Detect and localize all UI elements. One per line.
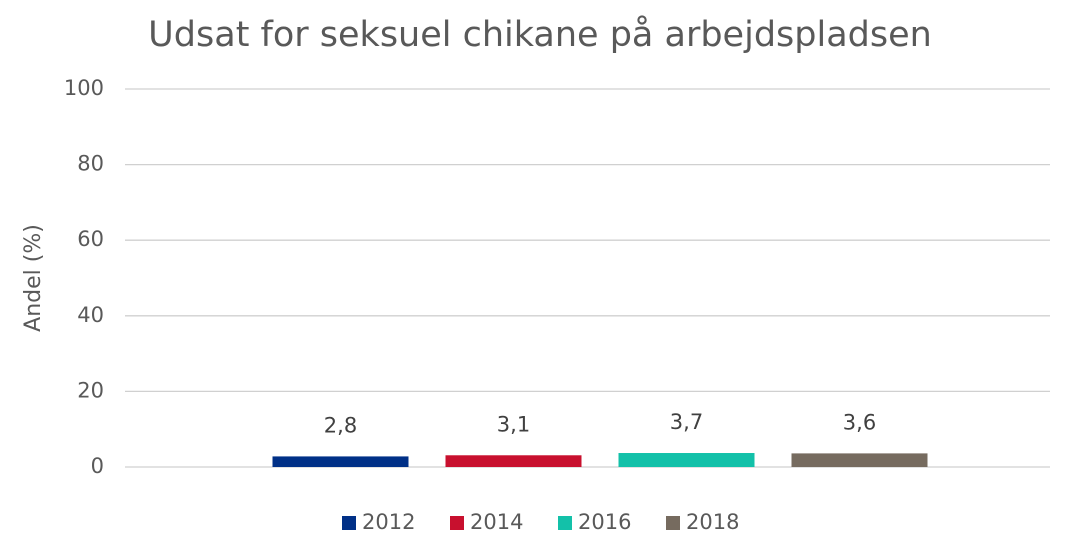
bar xyxy=(272,456,409,467)
y-tick-label: 80 xyxy=(77,152,104,176)
legend-swatch xyxy=(666,516,680,530)
bar xyxy=(445,455,582,467)
data-label: 3,6 xyxy=(843,410,876,434)
legend-swatch xyxy=(342,516,356,530)
data-label: 3,7 xyxy=(670,410,703,434)
bar xyxy=(618,453,755,467)
legend-label: 2018 xyxy=(686,510,739,534)
legend-label: 2016 xyxy=(578,510,631,534)
bar xyxy=(791,453,928,467)
y-tick-label: 60 xyxy=(77,227,104,251)
legend-swatch xyxy=(558,516,572,530)
y-tick-label: 40 xyxy=(77,303,104,327)
y-axis-label: Andel (%) xyxy=(21,224,46,332)
y-tick-label: 0 xyxy=(91,454,104,478)
data-label: 2,8 xyxy=(324,413,357,437)
legend-label: 2014 xyxy=(470,510,523,534)
y-tick-label: 20 xyxy=(77,378,104,402)
data-label: 3,1 xyxy=(497,412,530,436)
legend-swatch xyxy=(450,516,464,530)
chart-title: Udsat for seksuel chikane på arbejdsplad… xyxy=(148,14,932,55)
y-tick-label: 100 xyxy=(64,76,104,100)
legend-label: 2012 xyxy=(362,510,415,534)
